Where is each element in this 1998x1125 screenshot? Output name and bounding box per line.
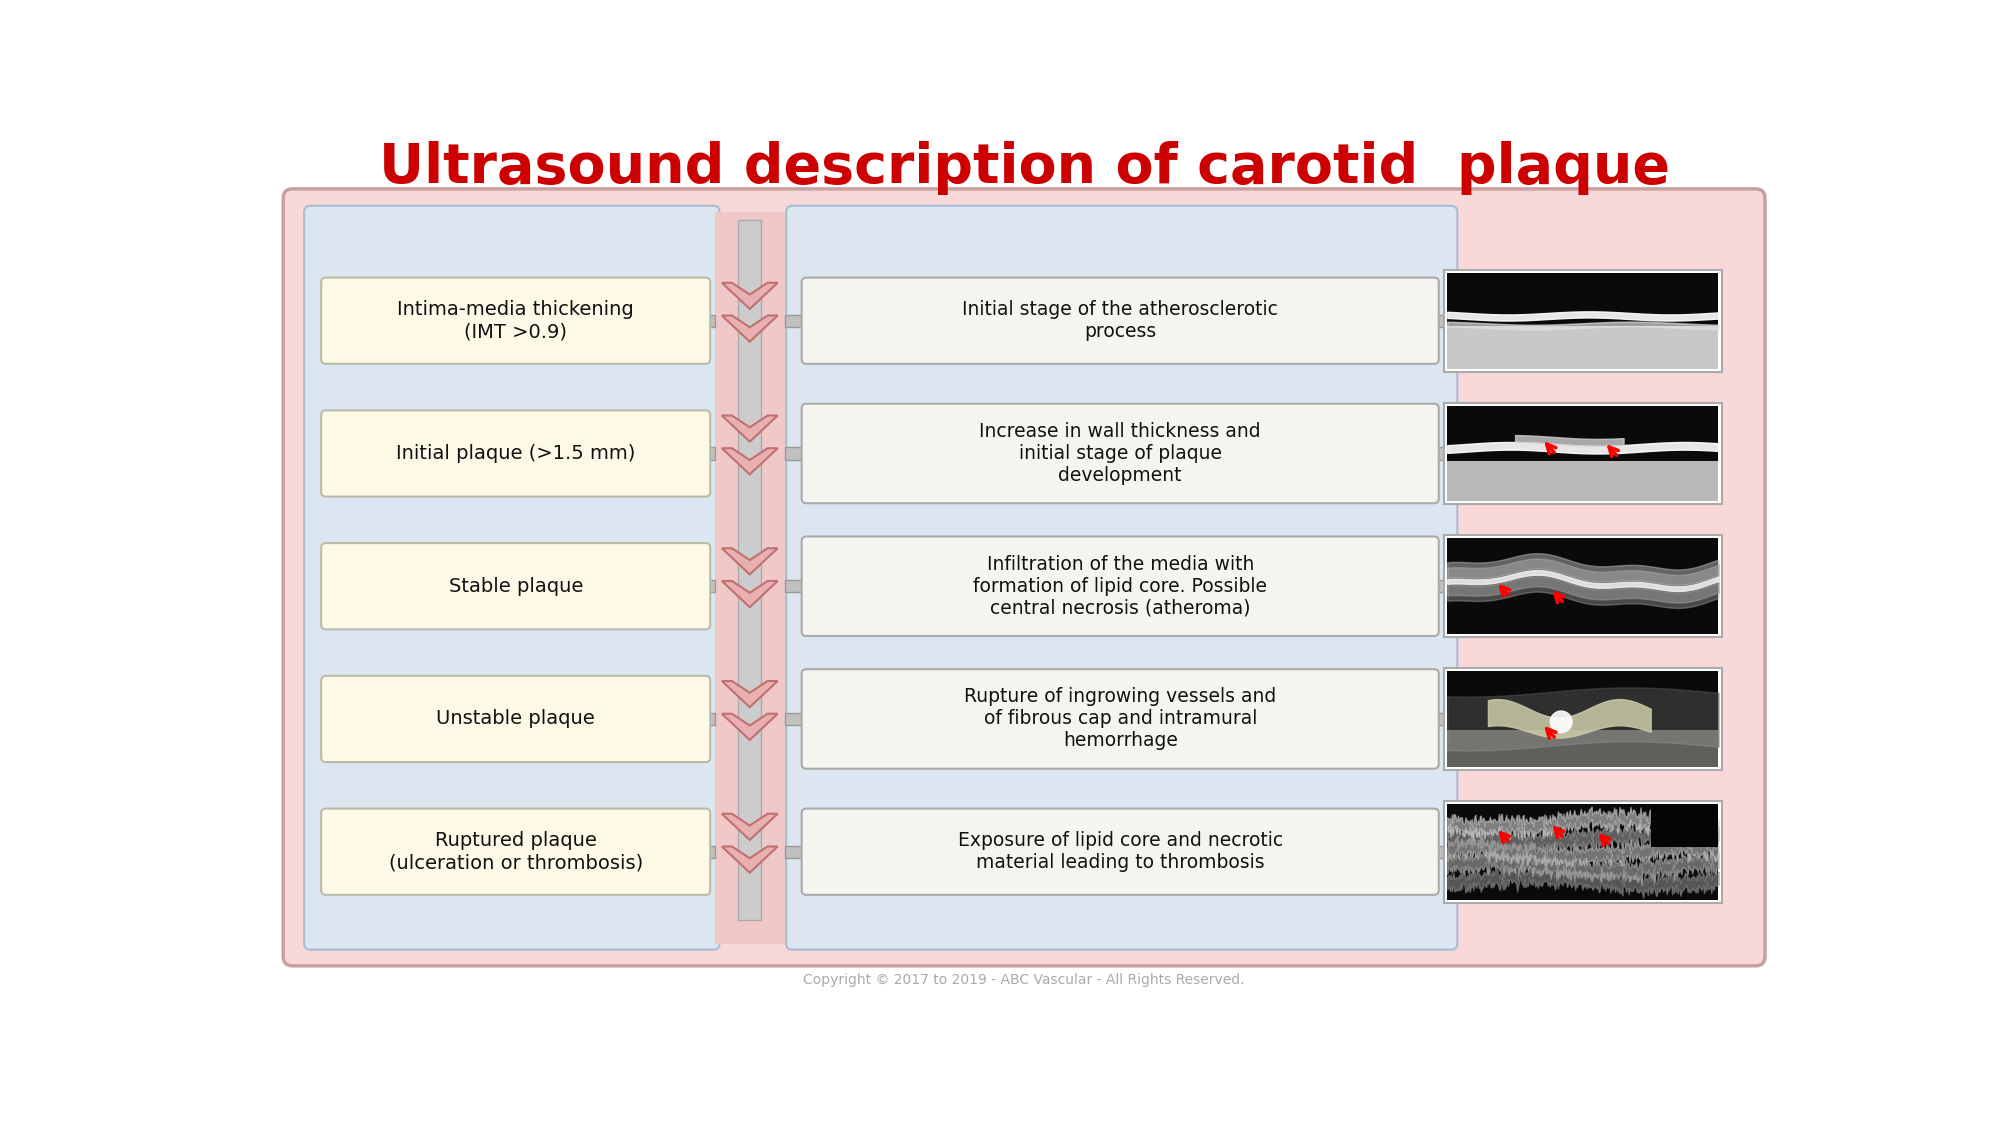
FancyBboxPatch shape [801, 278, 1439, 363]
Bar [1433, 846, 1447, 858]
Text: Unstable plaque: Unstable plaque [436, 710, 595, 729]
Text: Ruptured plaque
(ulceration or thrombosis): Ruptured plaque (ulceration or thrombosi… [388, 831, 643, 872]
Bar [1443, 668, 1720, 770]
FancyBboxPatch shape [801, 537, 1439, 636]
Bar [1447, 672, 1718, 767]
Bar [1447, 273, 1718, 369]
FancyBboxPatch shape [801, 669, 1439, 768]
Polygon shape [721, 681, 777, 708]
Bar [1447, 461, 1718, 502]
Polygon shape [721, 813, 777, 840]
Bar [715, 212, 785, 944]
Bar [1650, 804, 1718, 847]
FancyBboxPatch shape [705, 448, 715, 460]
Text: Initial stage of the atherosclerotic
process: Initial stage of the atherosclerotic pro… [961, 300, 1277, 341]
Text: Ultrasound description of carotid  plaque: Ultrasound description of carotid plaque [378, 141, 1668, 195]
Text: Stable plaque: Stable plaque [448, 577, 583, 596]
FancyBboxPatch shape [705, 846, 715, 858]
Text: Exposure of lipid core and necrotic
material leading to thrombosis: Exposure of lipid core and necrotic mate… [957, 831, 1283, 872]
FancyBboxPatch shape [322, 809, 709, 894]
FancyBboxPatch shape [801, 809, 1439, 894]
Bar [1433, 448, 1447, 460]
Polygon shape [721, 282, 777, 309]
Bar [1447, 325, 1718, 369]
Bar [1447, 730, 1718, 767]
Bar [1447, 406, 1718, 502]
Polygon shape [721, 580, 777, 608]
Circle shape [1550, 711, 1570, 732]
Text: Initial plaque (>1.5 mm): Initial plaque (>1.5 mm) [396, 444, 635, 463]
FancyBboxPatch shape [785, 448, 805, 460]
Bar [1443, 403, 1720, 504]
FancyBboxPatch shape [322, 411, 709, 496]
Bar [1447, 539, 1718, 634]
FancyBboxPatch shape [705, 315, 715, 327]
FancyBboxPatch shape [785, 580, 805, 593]
Bar [1447, 804, 1718, 900]
FancyBboxPatch shape [322, 543, 709, 629]
Text: Rupture of ingrowing vessels and
of fibrous cap and intramural
hemorrhage: Rupture of ingrowing vessels and of fibr… [963, 687, 1275, 750]
FancyBboxPatch shape [304, 206, 719, 950]
FancyBboxPatch shape [785, 206, 1457, 950]
FancyBboxPatch shape [785, 315, 805, 327]
Bar [1433, 315, 1447, 327]
Text: Intima-media thickening
(IMT >0.9): Intima-media thickening (IMT >0.9) [398, 300, 633, 341]
FancyBboxPatch shape [785, 846, 805, 858]
FancyBboxPatch shape [322, 676, 709, 762]
Bar [1443, 270, 1720, 371]
Polygon shape [721, 548, 777, 575]
Bar [1433, 713, 1447, 726]
Polygon shape [721, 415, 777, 442]
Polygon shape [721, 448, 777, 475]
Polygon shape [721, 713, 777, 740]
FancyBboxPatch shape [284, 189, 1764, 966]
Bar [1443, 801, 1720, 902]
Text: Copyright © 2017 to 2019 - ABC Vascular - All Rights Reserved.: Copyright © 2017 to 2019 - ABC Vascular … [803, 973, 1245, 987]
Bar [1443, 536, 1720, 637]
Text: Increase in wall thickness and
initial stage of plaque
development: Increase in wall thickness and initial s… [979, 422, 1261, 485]
FancyBboxPatch shape [785, 713, 805, 726]
Text: Infiltration of the media with
formation of lipid core. Possible
central necrosi: Infiltration of the media with formation… [973, 555, 1267, 618]
Bar [737, 219, 761, 920]
FancyBboxPatch shape [801, 404, 1439, 503]
Polygon shape [721, 846, 777, 873]
FancyBboxPatch shape [705, 580, 715, 593]
FancyBboxPatch shape [322, 278, 709, 363]
FancyBboxPatch shape [705, 713, 715, 726]
Bar [1433, 580, 1447, 593]
Polygon shape [721, 315, 777, 342]
